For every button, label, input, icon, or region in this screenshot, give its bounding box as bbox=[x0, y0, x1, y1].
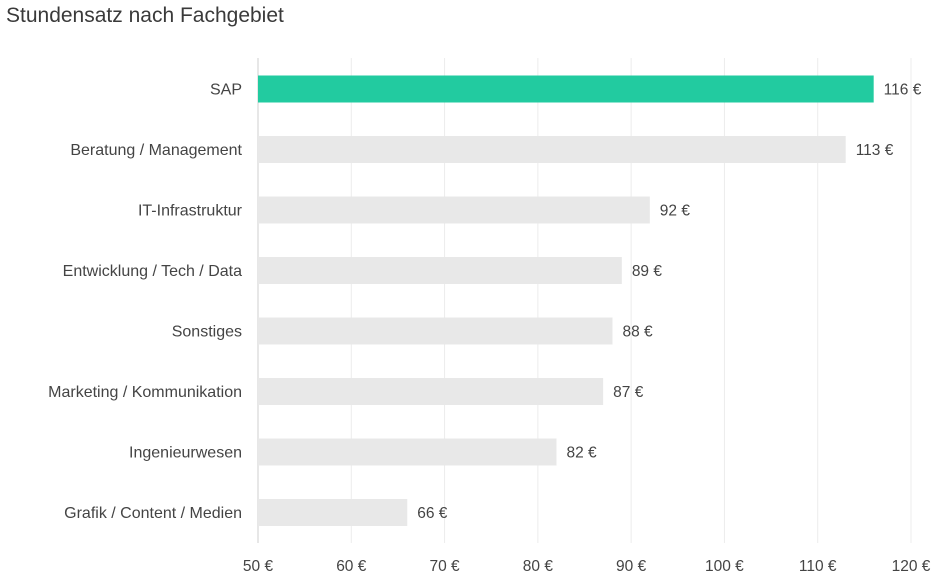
chart-title: Stundensatz nach Fachgebiet bbox=[6, 4, 284, 27]
category-labels: SAP Beratung / Management IT-Infrastruktur… bbox=[48, 82, 243, 523]
grid-lines bbox=[257, 58, 912, 543]
category-label: Entwicklung / Tech / Data bbox=[63, 263, 242, 280]
bar bbox=[258, 257, 622, 284]
x-tick-label: 90 € bbox=[616, 558, 647, 575]
value-label: 66 € bbox=[417, 505, 448, 522]
value-label: 89 € bbox=[632, 263, 663, 280]
value-labels: 116 € 113 € 92 € 89 € 88 € 87 € 82 € 66 € bbox=[417, 82, 921, 523]
bar-highlighted bbox=[258, 75, 874, 103]
x-tick-label: 100 € bbox=[705, 558, 744, 575]
value-label: 113 € bbox=[856, 142, 894, 159]
x-tick-label: 50 € bbox=[243, 558, 274, 575]
value-label: 87 € bbox=[613, 384, 644, 401]
x-tick-label: 70 € bbox=[429, 558, 460, 575]
category-label: Grafik / Content / Medien bbox=[64, 505, 242, 522]
category-label: Ingenieurwesen bbox=[129, 445, 242, 462]
bar bbox=[258, 499, 408, 526]
value-label: 88 € bbox=[622, 324, 653, 341]
x-tick-label: 60 € bbox=[336, 558, 367, 575]
bar bbox=[258, 196, 650, 224]
bars bbox=[258, 75, 874, 526]
category-label: Sonstiges bbox=[172, 324, 242, 341]
bar bbox=[258, 378, 604, 405]
x-tick-label: 80 € bbox=[523, 558, 554, 575]
x-tick-label: 120 € bbox=[892, 558, 931, 575]
x-axis-ticks: 50 € 60 € 70 € 80 € 90 € 100 € 110 € 120 € bbox=[243, 558, 931, 575]
value-label: 116 € bbox=[884, 82, 922, 99]
value-label: 92 € bbox=[660, 203, 691, 220]
category-label: SAP bbox=[210, 82, 242, 99]
bar bbox=[258, 136, 846, 163]
category-label: Beratung / Management bbox=[70, 142, 242, 159]
category-label: IT-Infrastruktur bbox=[138, 203, 243, 220]
x-tick-label: 110 € bbox=[799, 558, 837, 575]
category-label: Marketing / Kommunikation bbox=[48, 384, 242, 401]
bar bbox=[258, 438, 557, 466]
value-label: 82 € bbox=[567, 445, 598, 462]
bar bbox=[258, 317, 613, 345]
